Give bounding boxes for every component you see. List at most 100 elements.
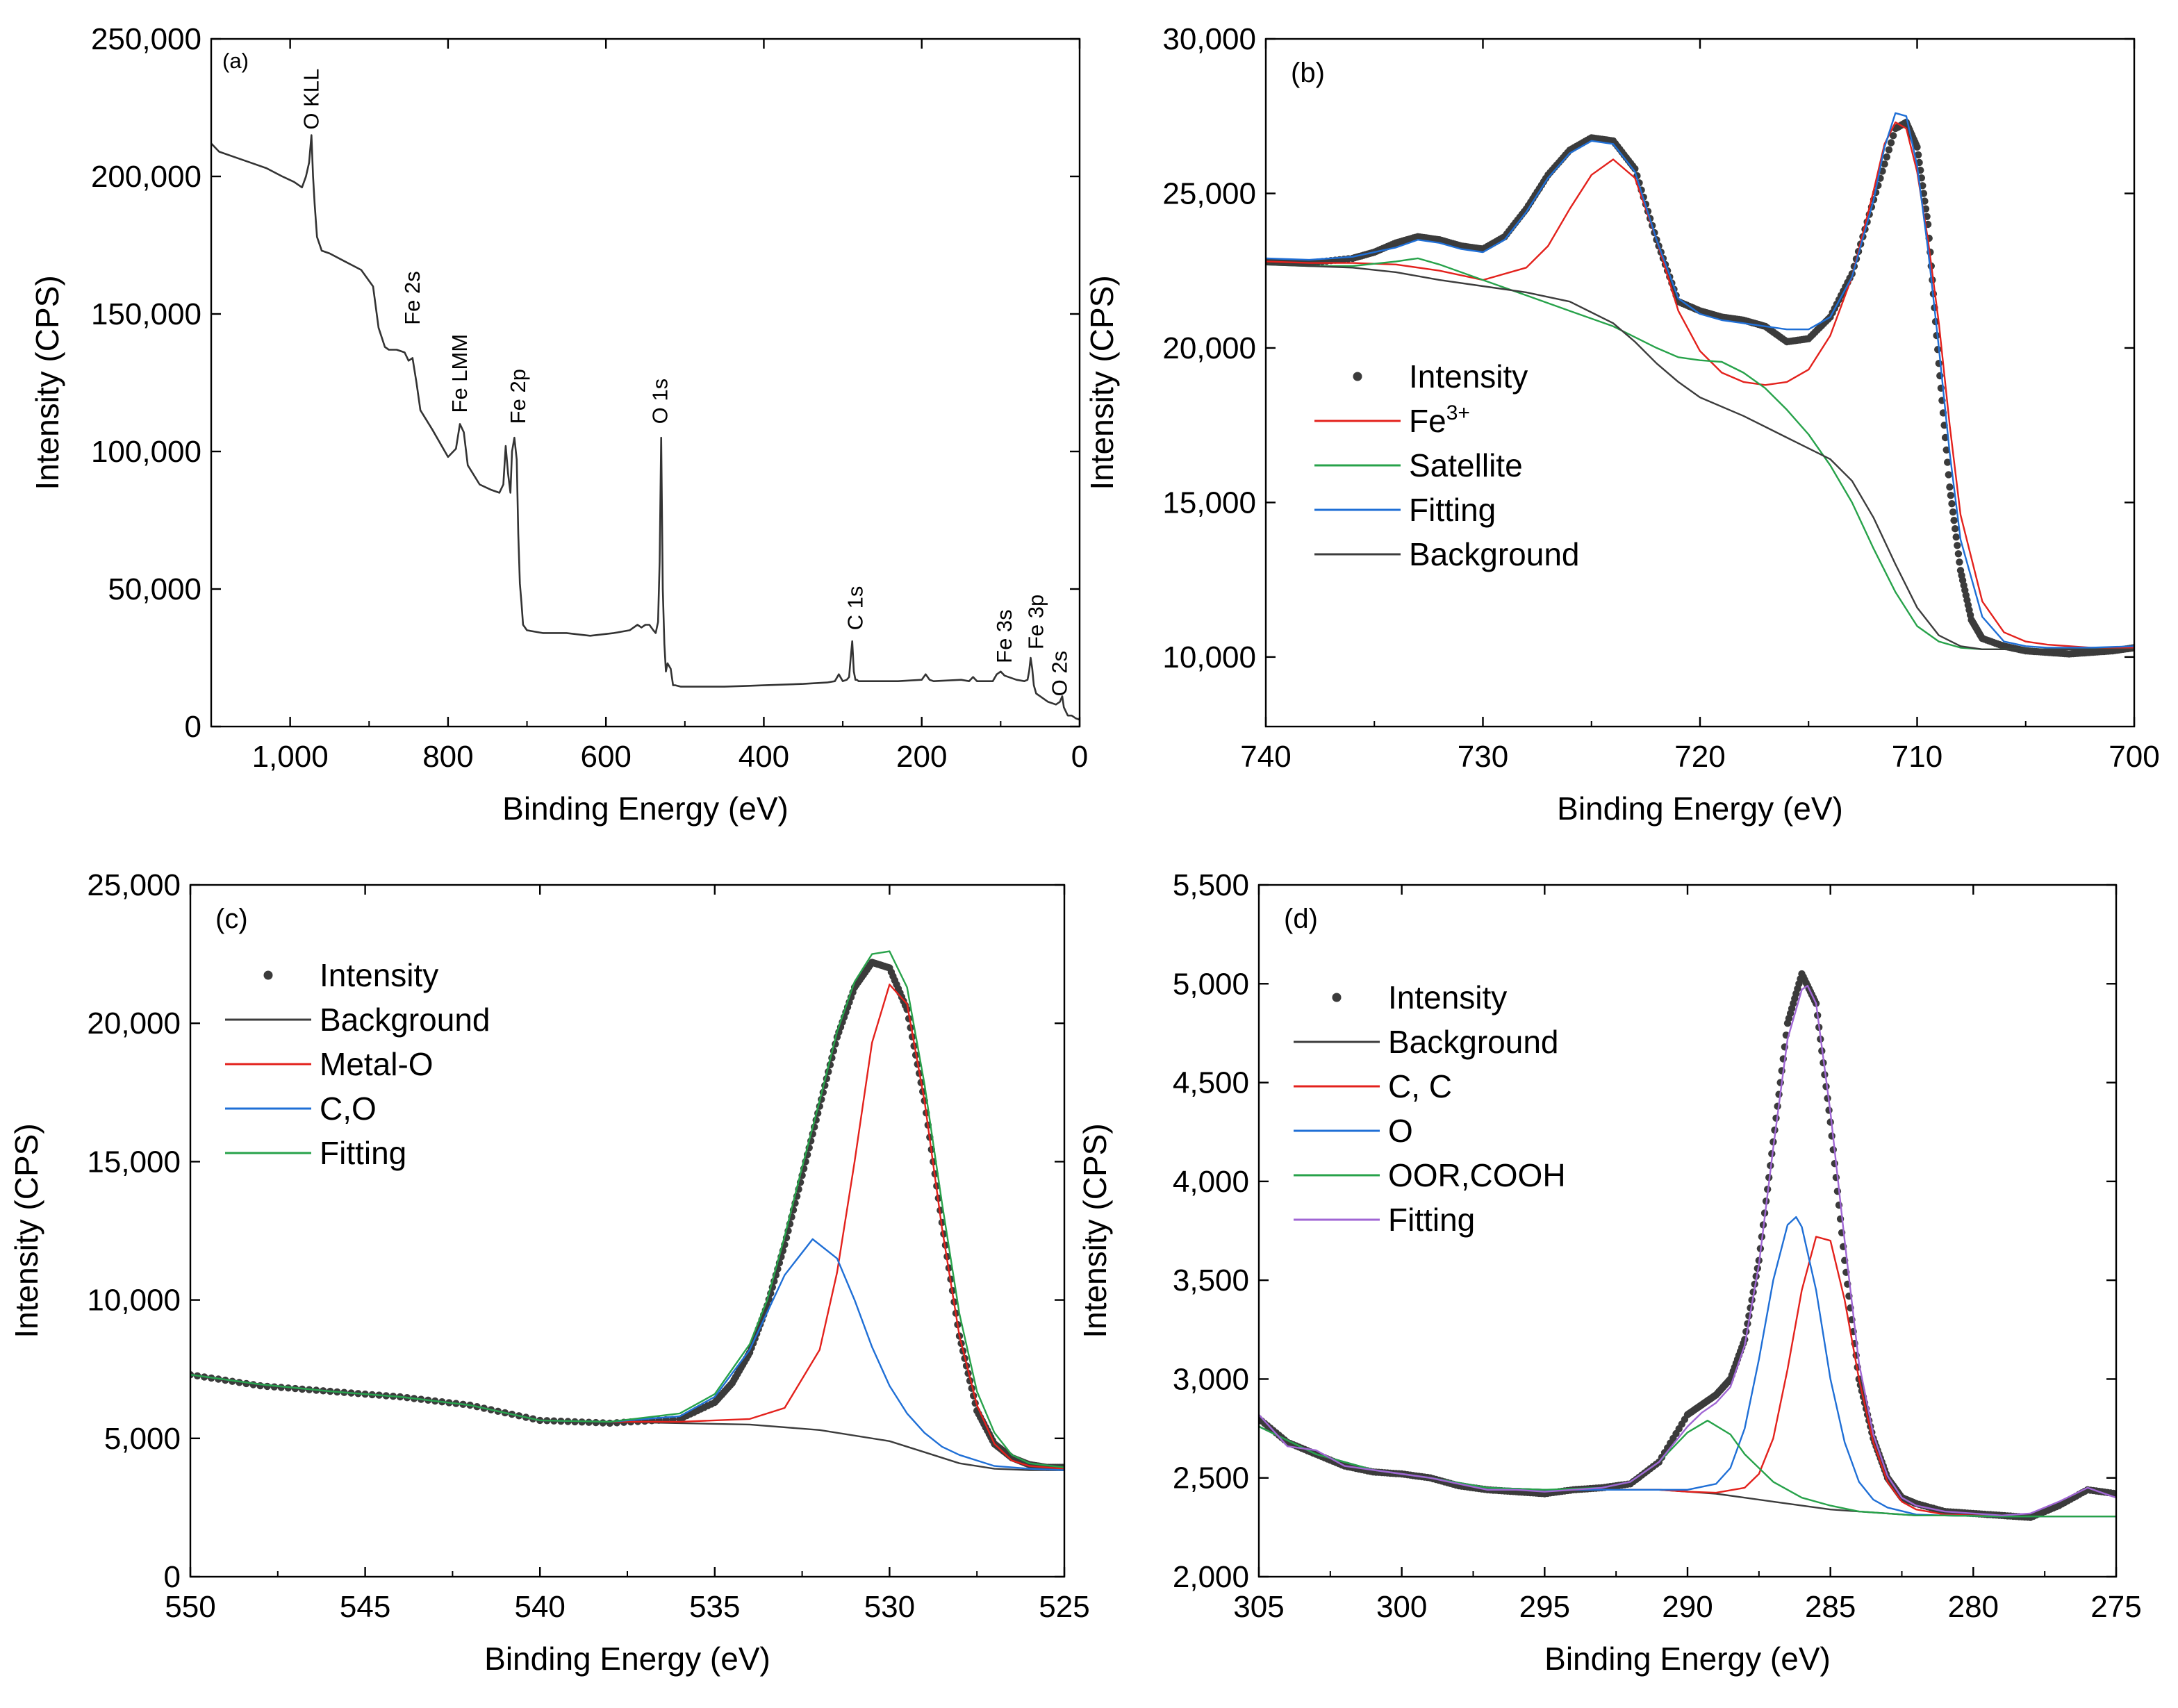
peak-annotation: O 2s: [1048, 651, 1072, 696]
series-fe3--b: [1266, 121, 2134, 649]
y-tick-label: 100,000: [91, 435, 201, 469]
legend-label: Intensity: [1409, 358, 1528, 395]
data-point: [1946, 483, 1954, 491]
legend-label: Fe3+: [1409, 401, 1470, 439]
legend-label: Intensity: [320, 957, 438, 993]
legend-label: OOR,COOH: [1388, 1157, 1566, 1193]
legend-b: Intensity Fe3+ Satellite Fitting Background: [1314, 358, 1580, 572]
x-tick-label: 545: [340, 1590, 390, 1624]
series-background-b: [1266, 263, 2134, 650]
x-tick-label: 550: [165, 1590, 215, 1624]
x-tick-label: 730: [1458, 740, 1508, 774]
x-tick-label: 305: [1233, 1590, 1284, 1624]
y-tick-label: 5,000: [104, 1422, 181, 1456]
peak-annotation: C 1s: [843, 586, 867, 631]
series-intensity-d: [1259, 970, 2116, 1521]
legend-label: Satellite: [1409, 447, 1523, 483]
data-point: [1945, 471, 1952, 479]
y-tick-label: 10,000: [1162, 640, 1256, 674]
x-tick-label: 600: [580, 740, 631, 774]
y-tick-label: 10,000: [87, 1284, 181, 1318]
data-point: [1883, 153, 1890, 161]
data-point: [1952, 525, 1959, 533]
y-tick-label: 4,500: [1173, 1066, 1249, 1100]
series-c-o-c: [190, 1238, 1064, 1471]
axes-frame-b: [1264, 38, 2136, 728]
peak-annotation: O 1s: [648, 379, 673, 424]
data-point: [1944, 458, 1952, 466]
y-tick-label: 20,000: [87, 1006, 181, 1040]
data-point: [1952, 533, 1960, 541]
series-fitting-b: [1266, 112, 2134, 649]
legend-label: O: [1388, 1113, 1413, 1149]
panel-label: (d): [1284, 904, 1318, 934]
data-point: [1881, 160, 1888, 168]
data-point: [1885, 146, 1893, 154]
panel-label: (a): [222, 49, 249, 73]
x-tick-label: 540: [514, 1590, 565, 1624]
data-point: [1913, 143, 1921, 151]
x-axis-label: Binding Energy (eV): [1557, 790, 1843, 827]
data-point: [2112, 1490, 2116, 1498]
peak-annotation: O KLL: [299, 69, 323, 130]
x-tick-label: 720: [1674, 740, 1725, 774]
plot-area-c: [190, 950, 1064, 1471]
data-point: [1949, 508, 1957, 516]
data-point: [1954, 542, 1961, 549]
x-tick-label: 1,000: [252, 740, 329, 774]
panel-label: (c): [215, 904, 248, 934]
data-point: [249, 1381, 257, 1388]
series-fitting-d: [1259, 984, 2116, 1516]
y-tick-label: 250,000: [91, 22, 201, 56]
legend-marker: [1332, 993, 1342, 1002]
y-tick-label: 3,000: [1173, 1362, 1249, 1396]
legend-label: Fitting: [320, 1135, 406, 1171]
data-point: [585, 1418, 593, 1426]
y-tick-label: 15,000: [1162, 486, 1256, 520]
y-axis-label: Intensity (CPS): [8, 1123, 44, 1338]
panel-a: 1,000 800 600 400 200 0 0 50,000 100,000 150,000 2…: [29, 22, 1088, 827]
x-tick-label: 700: [2109, 740, 2159, 774]
x-tick-label: 0: [1071, 740, 1088, 774]
x-axis-label: Binding Energy (eV): [1544, 1641, 1831, 1677]
plot-area-a: [211, 134, 1080, 721]
data-point: [1947, 492, 1955, 499]
x-tick-label: 300: [1376, 1590, 1427, 1624]
data-point: [1956, 558, 1963, 566]
x-tick-label: 290: [1662, 1590, 1713, 1624]
legend-label: Metal-O: [320, 1046, 434, 1082]
legend-label: Fitting: [1409, 492, 1496, 528]
peak-annotation: Fe LMM: [447, 334, 472, 413]
y-tick-label: 4,000: [1173, 1165, 1249, 1199]
peak-annotation: Fe 3s: [992, 609, 1016, 663]
legend-marker: [263, 970, 273, 980]
x-tick-label: 280: [1948, 1590, 1999, 1624]
x-tick-label: 275: [2090, 1590, 2141, 1624]
y-tick-label: 50,000: [108, 572, 201, 606]
data-point: [1920, 190, 1928, 197]
data-point: [1954, 550, 1963, 558]
panel-c: 550 545 540 535 530 525 0 5,000 10,000 15,000 20,0…: [8, 868, 1090, 1677]
data-point: [1948, 500, 1956, 508]
y-axis-label: Intensity (CPS): [1084, 275, 1120, 490]
legend-label: Background: [1409, 536, 1580, 572]
series-survey-a: [211, 134, 1080, 721]
y-axis-label: Intensity (CPS): [1077, 1123, 1113, 1338]
y-tick-label: 2,500: [1173, 1461, 1249, 1495]
legend-marker: [1353, 372, 1362, 381]
y-tick-label: 3,500: [1173, 1263, 1249, 1297]
y-tick-label: 25,000: [87, 868, 181, 902]
x-tick-label: 200: [896, 740, 947, 774]
y-tick-label: 30,000: [1162, 22, 1256, 56]
data-point: [1828, 1132, 1835, 1140]
data-point: [599, 1419, 607, 1427]
panel-b: 740 730 720 710 700 10,000 15,000 20,000 25,000 3…: [1084, 22, 2160, 827]
data-point: [1950, 517, 1958, 524]
series-satellite-b: [1266, 257, 2134, 650]
legend-label: Fitting: [1388, 1202, 1475, 1238]
y-tick-label: 200,000: [91, 160, 201, 194]
legend-label: C, C: [1388, 1068, 1452, 1104]
y-tick-label: 150,000: [91, 297, 201, 331]
plot-area-d: [1259, 970, 2116, 1521]
